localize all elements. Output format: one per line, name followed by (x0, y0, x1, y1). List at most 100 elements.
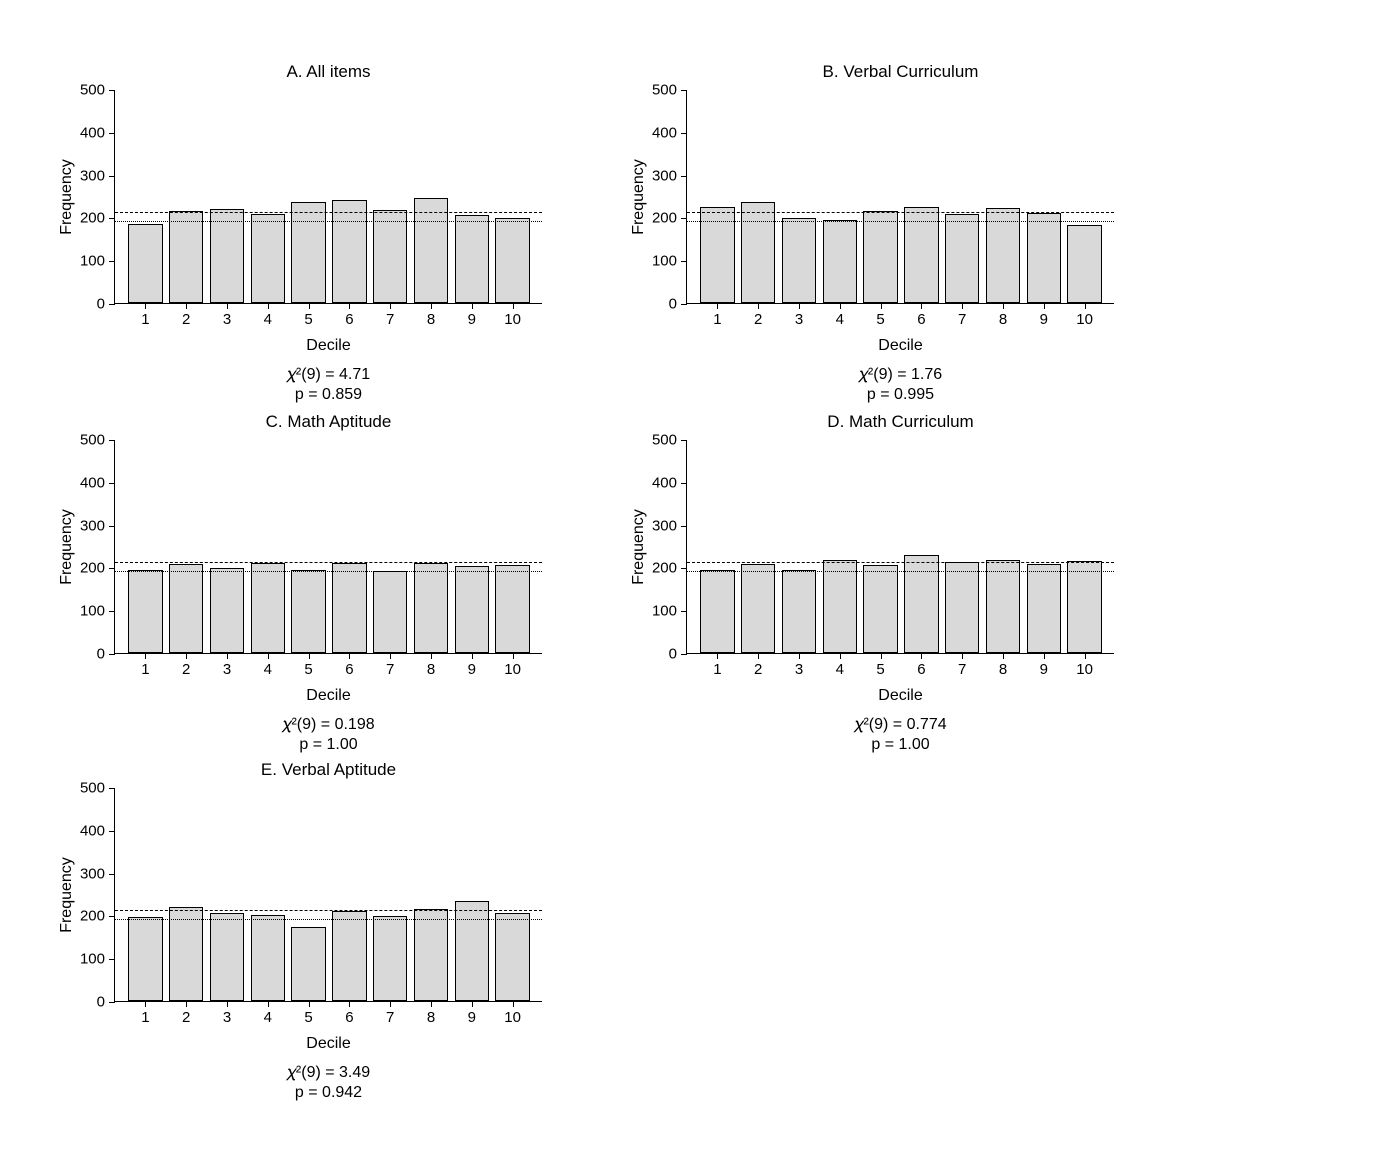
bar (373, 210, 407, 303)
x-tick (390, 303, 391, 309)
bar (1067, 561, 1101, 653)
x-tick (799, 303, 800, 309)
bar (1027, 564, 1061, 653)
histogram-grid-figure: 010020030040050012345678910A. All itemsD… (0, 0, 1400, 1152)
x-axis-label: Decile (306, 337, 350, 355)
bar (210, 209, 244, 303)
x-tick (268, 653, 269, 659)
x-tick (881, 653, 882, 659)
y-tick (109, 261, 115, 262)
y-axis-label: Frequency (630, 159, 648, 235)
x-tick (145, 653, 146, 659)
x-tick (513, 303, 514, 309)
bar (169, 211, 203, 303)
y-tick-label: 400 (80, 124, 105, 141)
y-tick-label: 0 (97, 646, 105, 663)
x-tick (758, 653, 759, 659)
x-tick-label: 6 (917, 661, 925, 678)
chi-square-label: 𝜒²(9) = 1.76 (859, 365, 942, 385)
bar (251, 563, 285, 653)
x-tick-label: 10 (1076, 661, 1093, 678)
reference-line (115, 212, 542, 213)
y-tick (681, 483, 687, 484)
bar (128, 917, 162, 1001)
x-tick-label: 7 (958, 311, 966, 328)
bar (210, 568, 244, 653)
y-tick-label: 300 (652, 517, 677, 534)
p-value-label: p = 0.995 (859, 385, 942, 405)
reference-line (687, 562, 1114, 563)
x-tick (717, 303, 718, 309)
bar (210, 913, 244, 1001)
x-tick (227, 1001, 228, 1007)
bar (291, 570, 325, 653)
x-tick-label: 2 (182, 661, 190, 678)
panel-title: A. All items (286, 62, 370, 82)
x-tick (309, 303, 310, 309)
chi-square-label: 𝜒²(9) = 0.198 (282, 715, 374, 735)
y-tick (681, 176, 687, 177)
y-tick-label: 0 (97, 296, 105, 313)
x-tick-label: 5 (304, 661, 312, 678)
bar (455, 215, 489, 303)
x-tick-label: 2 (182, 311, 190, 328)
y-tick-label: 100 (80, 253, 105, 270)
fit-statistics: 𝜒²(9) = 0.774p = 1.00 (854, 715, 946, 755)
x-tick-label: 7 (958, 661, 966, 678)
y-tick (109, 526, 115, 527)
x-tick-label: 8 (999, 661, 1007, 678)
x-tick (921, 653, 922, 659)
y-tick-label: 0 (97, 994, 105, 1011)
x-tick-label: 2 (182, 1009, 190, 1026)
y-tick-label: 100 (652, 253, 677, 270)
panel-d: 010020030040050012345678910D. Math Curri… (686, 440, 1114, 654)
panel-title: B. Verbal Curriculum (823, 62, 979, 82)
bar (1027, 213, 1061, 303)
y-tick (681, 611, 687, 612)
bar (741, 564, 775, 653)
x-tick-label: 5 (876, 661, 884, 678)
y-tick (109, 90, 115, 91)
y-tick (681, 133, 687, 134)
reference-line (115, 919, 542, 920)
x-tick (186, 303, 187, 309)
y-axis-label: Frequency (58, 857, 76, 933)
x-tick-label: 5 (304, 311, 312, 328)
p-value-label: p = 1.00 (282, 735, 374, 755)
x-axis-label: Decile (306, 687, 350, 705)
panel-title: E. Verbal Aptitude (261, 760, 396, 780)
y-tick (109, 611, 115, 612)
y-tick (109, 959, 115, 960)
bar (986, 208, 1020, 303)
y-tick (109, 304, 115, 305)
x-tick (1044, 653, 1045, 659)
bar (291, 927, 325, 1001)
y-tick (109, 218, 115, 219)
x-tick (840, 303, 841, 309)
x-tick-label: 9 (468, 311, 476, 328)
x-axis-label: Decile (306, 1035, 350, 1053)
x-tick (717, 653, 718, 659)
x-tick-label: 10 (504, 661, 521, 678)
x-tick (390, 1001, 391, 1007)
panel-c: 010020030040050012345678910C. Math Aptit… (114, 440, 542, 654)
x-tick-label: 3 (795, 311, 803, 328)
x-tick-label: 3 (223, 661, 231, 678)
y-tick-label: 500 (652, 82, 677, 99)
y-axis-label: Frequency (58, 509, 76, 585)
bar (986, 560, 1020, 653)
x-tick (227, 303, 228, 309)
p-value-label: p = 0.942 (287, 1083, 370, 1103)
plot-area: 010020030040050012345678910B. Verbal Cur… (686, 90, 1114, 304)
y-tick-label: 0 (669, 296, 677, 313)
bar (414, 198, 448, 303)
x-tick-label: 6 (345, 661, 353, 678)
x-tick (799, 653, 800, 659)
x-tick (227, 653, 228, 659)
plot-area: 010020030040050012345678910E. Verbal Apt… (114, 788, 542, 1002)
bar (169, 564, 203, 653)
bar (373, 916, 407, 1001)
y-tick (681, 654, 687, 655)
y-tick-label: 500 (652, 432, 677, 449)
reference-line (687, 212, 1114, 213)
